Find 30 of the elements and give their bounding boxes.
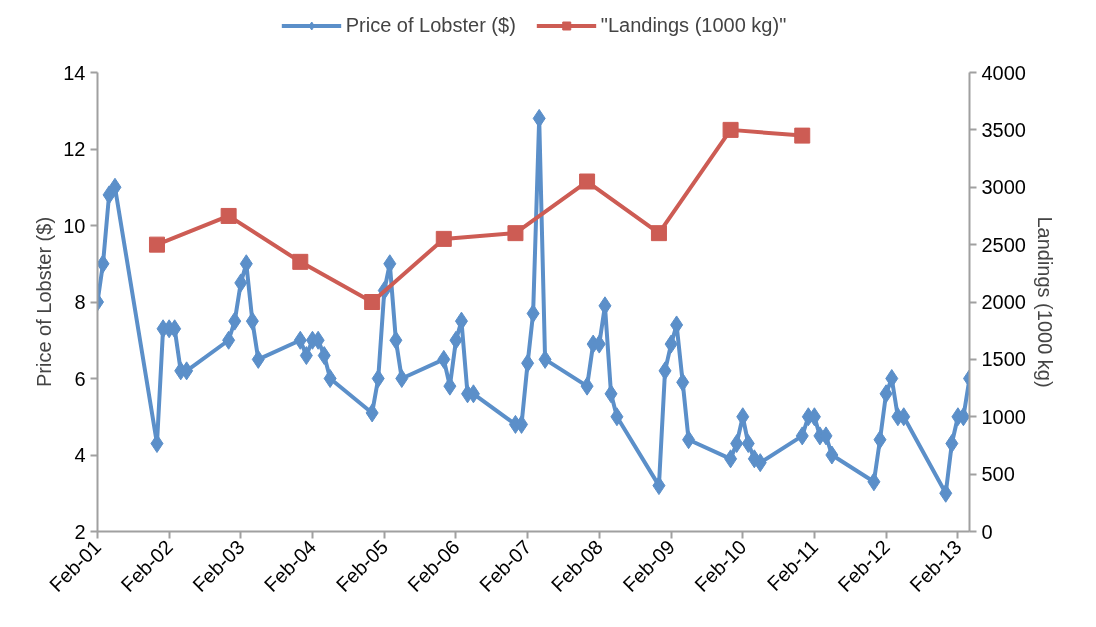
y-tick-label: 12 [63,138,86,160]
point [364,294,381,310]
y-tick-label: 6 [74,367,86,390]
point [650,225,667,242]
legend-label: "Landings (1000 kg)" [600,13,787,37]
point [292,253,309,270]
y-axis-title: Price of Lobster ($) [33,216,56,388]
y-tick-label: 2 [74,520,86,543]
point [220,207,237,224]
y-tick-label: 4 [74,444,86,466]
y-tick-label: 10 [63,214,86,237]
y2-tick-label: 3000 [981,176,1026,199]
y2-tick-label: 4000 [981,61,1026,84]
point [722,121,739,138]
y-tick-label: 8 [74,291,86,313]
point [507,225,524,242]
y2-tick-label: 2500 [981,233,1026,256]
y2-tick-label: 1500 [981,348,1026,371]
y2-tick-label: 2000 [981,291,1026,313]
point [148,236,165,253]
y-tick-label: 14 [63,61,86,84]
point [435,230,452,247]
y2-tick-label: 500 [981,463,1015,486]
point [579,173,596,190]
y2-tick-label: 1000 [981,405,1026,428]
y2-axis-title: Landings (1000 kg) [1033,216,1056,388]
point [794,127,811,144]
legend-label: Price of Lobster ($) [345,13,516,37]
y2-tick-label: 0 [981,520,993,543]
y2-tick-label: 3500 [981,118,1026,141]
